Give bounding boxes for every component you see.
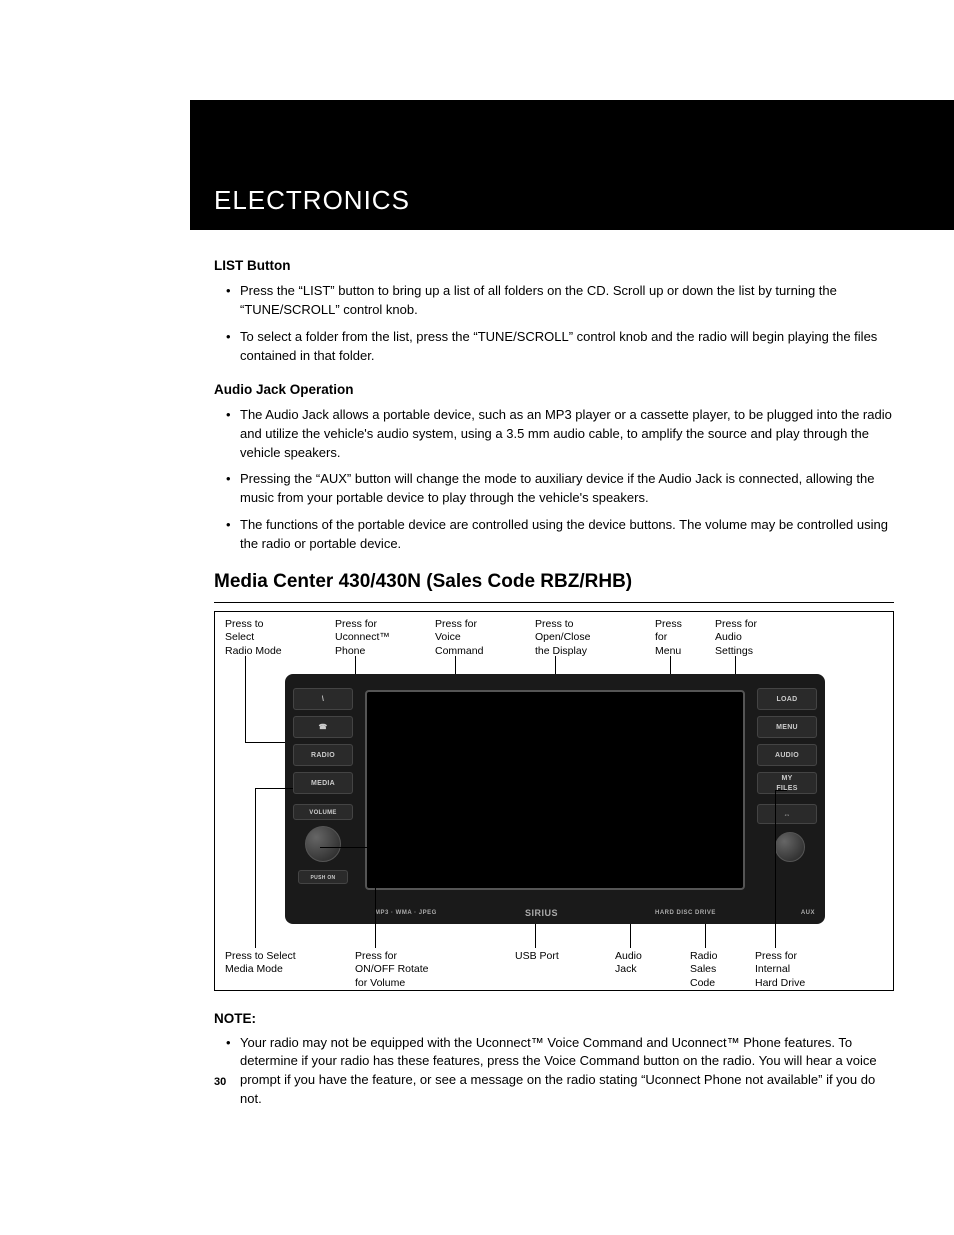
aux-label: AUX: [801, 909, 815, 918]
usb-icon: ⇔: [757, 804, 817, 824]
audio-jack-items: The Audio Jack allows a portable device,…: [214, 406, 894, 554]
volume-knob: [305, 826, 341, 862]
my-files-button: MY FILES: [757, 772, 817, 794]
divider: [214, 602, 894, 603]
note-heading: NOTE:: [214, 1009, 894, 1029]
aux-knob: [775, 832, 805, 862]
list-item: Pressing the “AUX” button will change th…: [214, 470, 894, 508]
callout-usb: USB Port: [515, 950, 559, 963]
callout-audio-jack: Audio Jack: [615, 950, 642, 976]
list-item: The Audio Jack allows a portable device,…: [214, 406, 894, 463]
page-number: 30: [214, 1076, 226, 1088]
radio-body: \ ☎ RADIO MEDIA VOLUME PUSH ON LOAD MENU…: [285, 674, 825, 924]
callout-audio-settings: Press for Audio Settings: [715, 618, 757, 657]
callout-radio-mode: Press to Select Radio Mode: [225, 618, 282, 657]
sirius-label: SIRIUS: [525, 907, 558, 921]
callout-onoff: Press for ON/OFF Rotate for Volume: [355, 950, 429, 989]
callout-uconnect: Press for Uconnect™ Phone: [335, 618, 390, 657]
callout-voice: Press for Voice Command: [435, 618, 483, 657]
callout-media-mode: Press to Select Media Mode: [225, 950, 296, 976]
list-button-items: Press the “LIST” button to bring up a li…: [214, 282, 894, 365]
radio-screen: [365, 690, 745, 890]
radio-button: RADIO: [293, 744, 353, 766]
header-bar: ELECTRONICS: [190, 100, 954, 230]
load-button: LOAD: [757, 688, 817, 710]
list-item: To select a folder from the list, press …: [214, 328, 894, 366]
menu-button: MENU: [757, 716, 817, 738]
list-button-heading: LIST Button: [214, 256, 894, 276]
list-item: Your radio may not be equipped with the …: [214, 1034, 894, 1109]
phone-button: ☎: [293, 716, 353, 738]
callout-display: Press to Open/Close the Display: [535, 618, 590, 657]
callout-menu: Press for Menu: [655, 618, 682, 657]
audio-button: AUDIO: [757, 744, 817, 766]
media-center-heading: Media Center 430/430N (Sales Code RBZ/RH…: [214, 568, 894, 597]
volume-label: VOLUME: [293, 804, 353, 820]
callout-sales-code: Radio Sales Code: [690, 950, 717, 989]
list-item: Press the “LIST” button to bring up a li…: [214, 282, 894, 320]
audio-jack-heading: Audio Jack Operation: [214, 380, 894, 400]
page-title: ELECTRONICS: [214, 185, 410, 216]
callout-hdd: Press for Internal Hard Drive: [755, 950, 805, 989]
note-items: Your radio may not be equipped with the …: [214, 1034, 894, 1109]
hdd-label: HARD DISC DRIVE: [655, 909, 716, 918]
content-area: LIST Button Press the “LIST” button to b…: [214, 256, 894, 1123]
radio-diagram: Press to Select Radio Mode Press for Uco…: [214, 611, 894, 991]
mp3-label: MP3 · WMA · JPEG: [375, 909, 437, 918]
media-button: MEDIA: [293, 772, 353, 794]
voice-button: \: [293, 688, 353, 710]
push-on-label: PUSH ON: [298, 870, 348, 884]
list-item: The functions of the portable device are…: [214, 516, 894, 554]
